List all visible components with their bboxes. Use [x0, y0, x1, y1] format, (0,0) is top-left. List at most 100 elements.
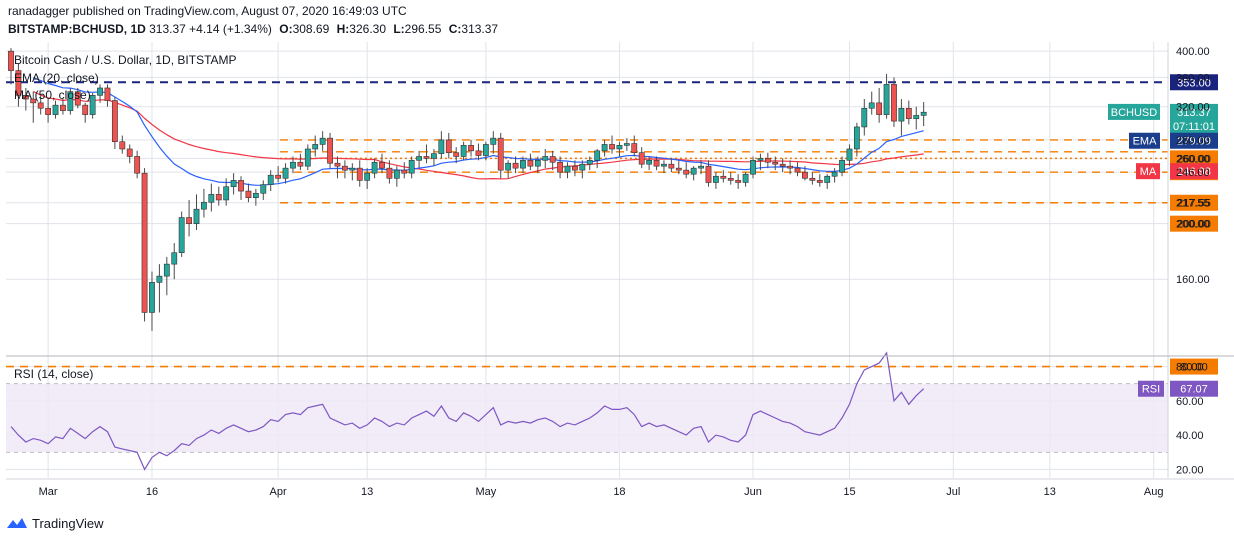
candle-body [356, 167, 363, 181]
price-tick-label: 246.00 [1176, 167, 1210, 179]
candle-body [675, 167, 682, 171]
candle-body [453, 152, 460, 157]
time-tick-label: 15 [843, 486, 855, 498]
low-label: L: [393, 22, 405, 36]
candle-body [824, 175, 831, 183]
candle-body [460, 145, 467, 157]
candle-body [913, 115, 920, 119]
candle-body [631, 143, 638, 154]
open-label: O: [279, 22, 293, 36]
rsi-tick-label: 20.00 [1176, 464, 1204, 476]
candle-body [364, 172, 371, 181]
candle-body [609, 144, 615, 150]
candle-body [787, 165, 793, 169]
candle-body [275, 174, 282, 179]
candle-body [586, 160, 593, 165]
candle-body [638, 152, 645, 165]
candle-body [557, 161, 563, 173]
time-tick-label: Jun [744, 486, 762, 498]
candle-body [490, 137, 497, 145]
candle-body [223, 186, 230, 201]
candle-body [646, 160, 653, 165]
candle-body [534, 160, 541, 167]
candle-body [549, 156, 556, 163]
time-tick-label: 13 [1044, 486, 1056, 498]
candle-body [831, 171, 838, 177]
candle-body [171, 252, 178, 265]
time-tick-label: Aug [1144, 486, 1164, 498]
candle-body [520, 160, 526, 169]
low-value: 296.55 [404, 22, 442, 36]
candle-body [779, 163, 786, 167]
candle-body [282, 167, 289, 179]
candle-body [431, 153, 437, 159]
candle-body [482, 144, 489, 156]
rsi-tick-label: 40.00 [1176, 430, 1204, 442]
candle-body [883, 84, 890, 115]
candle-body [22, 94, 29, 100]
price-chart[interactable]: 353.00 280.00 260.00 246.00 217.55 200.00 BCHU… [0, 0, 1234, 510]
level-price-label: 260.00 [1177, 153, 1211, 165]
candle-body [89, 94, 96, 115]
candle-body [37, 102, 44, 109]
rsi-value-tag [1170, 380, 1218, 397]
series-name-tag [1136, 163, 1160, 180]
candle-body [445, 139, 452, 154]
time-tick-label: Jul [946, 486, 960, 498]
price-tick-label: 200.00 [1176, 219, 1210, 231]
candle-body [82, 104, 89, 115]
candle-body [712, 175, 719, 183]
candle-body [186, 217, 192, 224]
candle-body [67, 91, 74, 111]
candle-body [201, 201, 207, 210]
candle-body [8, 50, 14, 71]
candle-body [720, 175, 727, 179]
candle-body [802, 171, 808, 179]
value-tag [1170, 103, 1218, 120]
candle-body [193, 208, 200, 224]
level-price-tag [1170, 194, 1218, 211]
publish-info: ranadagger published on TradingView.com,… [8, 4, 407, 18]
rsi-tick-label: 80.00 [1176, 362, 1204, 374]
level-price-label: 353.00 [1177, 77, 1211, 89]
candle-body [594, 150, 601, 161]
level-price-label: 200.00 [1177, 219, 1211, 231]
time-tick-label: 18 [613, 486, 625, 498]
candle-body [683, 169, 690, 175]
candle-body [319, 137, 326, 145]
candle-body [757, 158, 764, 161]
candle-body [208, 194, 215, 203]
candle-body [334, 162, 341, 167]
candle-body [290, 161, 296, 169]
candle-body [60, 104, 66, 111]
candle-body [542, 156, 549, 161]
value-tag-label: 313.37 [1177, 107, 1211, 119]
candle-body [846, 148, 853, 161]
open-value: 308.69 [292, 22, 330, 36]
rsi-name-tag [1138, 380, 1164, 397]
candle-body [312, 144, 319, 150]
candle-body [579, 163, 586, 171]
price-tick-label: 320.00 [1176, 102, 1210, 114]
footer-brand[interactable]: TradingView [6, 512, 104, 534]
high-value: 326.30 [349, 22, 386, 36]
candle-body [616, 145, 623, 150]
candle-body [30, 98, 37, 104]
candle-body [156, 275, 163, 283]
price-tick-label: 260.00 [1176, 153, 1210, 165]
rsi-tick-label: 60.00 [1176, 396, 1204, 408]
level-price-tag [1170, 150, 1218, 167]
candle-body [349, 167, 356, 171]
value-tag-label: 279.09 [1177, 136, 1211, 148]
legend-ma: MA (50, close) [14, 88, 91, 102]
candle-body [119, 141, 126, 150]
candle-body [868, 102, 875, 109]
price-tick-label: 160.00 [1176, 274, 1210, 286]
candle-body [111, 100, 118, 143]
series-name-label: BCHUSD [1111, 107, 1158, 119]
candle-body [653, 160, 660, 167]
legend-title: Bitcoin Cash / U.S. Dollar, 1D, BITSTAMP [14, 53, 237, 67]
price-tick-label: 400.00 [1176, 46, 1210, 58]
candle-body [750, 160, 756, 175]
candle-body [668, 163, 675, 169]
